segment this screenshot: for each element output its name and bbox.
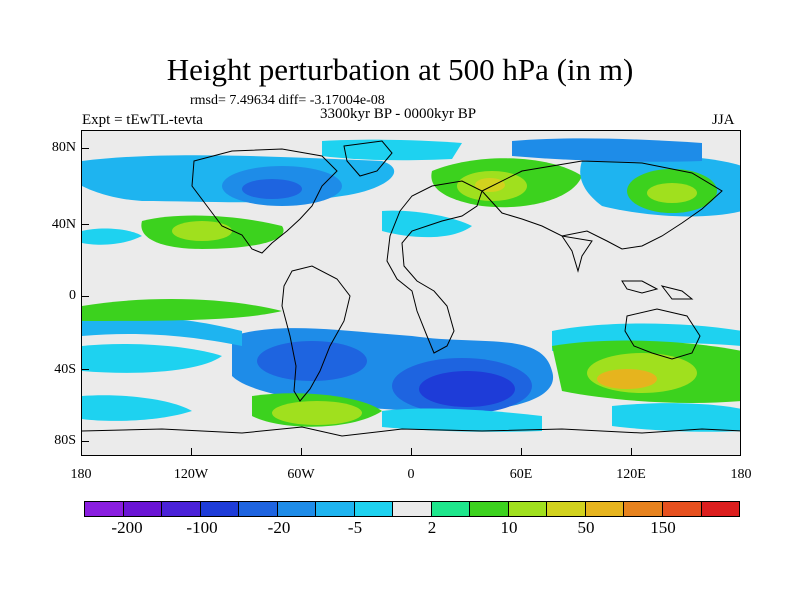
x-tick-label: 180 — [730, 467, 752, 482]
colorbar-segment — [470, 502, 509, 516]
colorbar-segment — [393, 502, 432, 516]
experiment-label: Expt = tEwTL-tevta — [82, 112, 203, 128]
colorbar-label: -5 — [347, 518, 363, 537]
y-tick-label: 40N — [51, 217, 76, 232]
colorbar-segment — [200, 502, 240, 516]
contour-map — [82, 138, 740, 437]
y-tick-mark — [81, 148, 89, 149]
x-tick-mark — [631, 448, 632, 456]
x-tick-mark — [521, 448, 522, 456]
colorbar-segment — [85, 502, 124, 516]
y-tick-label: 0 — [69, 288, 76, 303]
colorbar-segment — [123, 502, 163, 516]
y-tick-mark — [81, 224, 89, 225]
x-tick-label: 60W — [287, 467, 315, 482]
colorbar-label: 2 — [427, 518, 437, 537]
season-label: JJA — [712, 112, 735, 128]
colorbar-segment — [547, 502, 586, 516]
x-tick-mark — [191, 448, 192, 456]
x-tick-label: 180 — [70, 467, 92, 482]
y-tick-mark — [81, 441, 89, 442]
colorbar-label: 150 — [650, 518, 676, 537]
x-tick-label: 120E — [616, 467, 646, 482]
colorbar — [84, 501, 740, 517]
x-tick-label: 60E — [509, 467, 533, 482]
map-panel — [81, 130, 741, 456]
colorbar-label: 50 — [577, 518, 595, 537]
colorbar-label: -200 — [111, 518, 143, 537]
colorbar-label: 10 — [500, 518, 518, 537]
colorbar-segment — [239, 502, 278, 516]
x-tick-mark — [301, 448, 302, 456]
x-tick-mark — [411, 448, 412, 456]
colorbar-segment — [624, 502, 663, 516]
colorbar-segment — [662, 502, 702, 516]
y-tick-label: 40S — [54, 362, 76, 377]
colorbar-segment — [354, 502, 394, 516]
y-tick-mark — [81, 369, 89, 370]
y-tick-label: 80S — [54, 433, 76, 448]
colorbar-label: -100 — [186, 518, 218, 537]
y-tick-mark — [81, 296, 89, 297]
colorbar-segment — [277, 502, 317, 516]
colorbar-segment — [701, 502, 740, 516]
colorbar-label: -20 — [267, 518, 291, 537]
chart-title: Height perturbation at 500 hPa (in m) — [166, 52, 634, 87]
stats-text: rmsd= 7.49634 diff= -3.17004e-08 — [190, 93, 385, 108]
colorbar-segment — [508, 502, 548, 516]
y-tick-label: 80N — [51, 140, 76, 155]
colorbar-segment — [162, 502, 201, 516]
x-tick-label: 120W — [173, 467, 209, 482]
colorbar-segment — [431, 502, 471, 516]
colorbar-segment — [316, 502, 355, 516]
x-tick-label: 0 — [407, 467, 415, 482]
period-label: 3300kyr BP - 0000kyr BP — [320, 106, 477, 122]
colorbar-segment — [585, 502, 625, 516]
